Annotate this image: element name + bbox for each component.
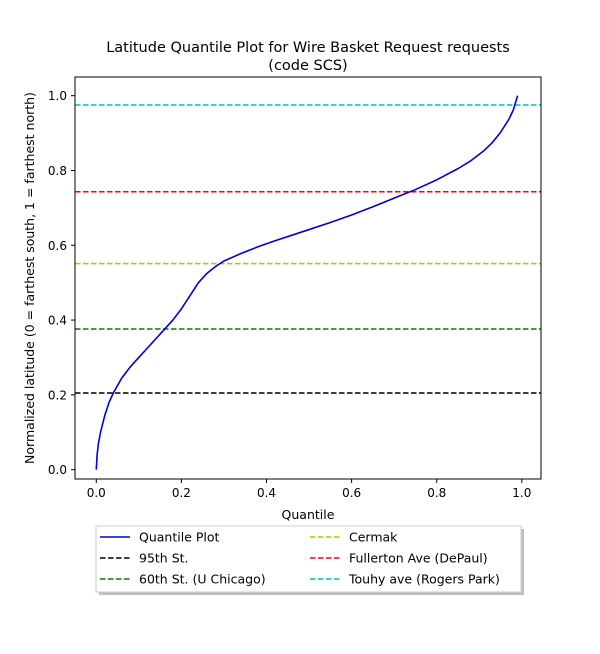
y-tick-label: 0.6: [48, 239, 67, 253]
y-axis-label: Normalized latitude (0 = farthest south,…: [22, 92, 37, 464]
legend-box: [95, 525, 522, 593]
x-tick-label: 0.8: [427, 486, 446, 500]
legend-label-touhy-ave-rogers-park: Touhy ave (Rogers Park): [348, 572, 500, 587]
x-tick-label: 0.4: [257, 486, 276, 500]
quantile-curve: [95, 95, 519, 470]
legend-label-60th-st-u-chicago: 60th St. (U Chicago): [139, 572, 266, 587]
y-tick-label: 0.4: [48, 314, 67, 328]
legend: Quantile Plot 95th St. 60th St. (U Chicago…: [95, 525, 524, 595]
y-tick-label: 0.0: [48, 463, 67, 477]
x-tick-label: 1.0: [512, 486, 531, 500]
y-axis-ticks: 0.0 0.2 0.4 0.6 0.8 1.0: [48, 89, 75, 477]
chart-title: Latitude Quantile Plot for Wire Basket R…: [106, 40, 510, 56]
x-tick-label: 0.2: [172, 486, 191, 500]
y-tick-label: 0.2: [48, 388, 67, 402]
x-axis-ticks: 0.0 0.2 0.4 0.6 0.8 1.0: [87, 479, 531, 500]
y-tick-label: 1.0: [48, 89, 67, 103]
chart-subtitle: (code SCS): [268, 58, 347, 74]
legend-label-fullerton-ave-depaul: Fullerton Ave (DePaul): [349, 551, 488, 566]
y-tick-label: 0.8: [48, 164, 67, 178]
x-axis-label: Quantile: [282, 507, 335, 522]
reference-lines: [75, 104, 541, 394]
legend-items: Quantile Plot 95th St. 60th St. (U Chicago…: [100, 530, 500, 587]
x-tick-label: 0.6: [342, 486, 361, 500]
x-tick-label: 0.0: [87, 486, 106, 500]
legend-label-quantile-plot: Quantile Plot: [139, 530, 220, 545]
plot-area: [74, 76, 542, 480]
legend-label-95th-st: 95th St.: [139, 551, 189, 566]
legend-label-cermak: Cermak: [349, 530, 398, 545]
quantile-curve-group: [95, 95, 519, 470]
